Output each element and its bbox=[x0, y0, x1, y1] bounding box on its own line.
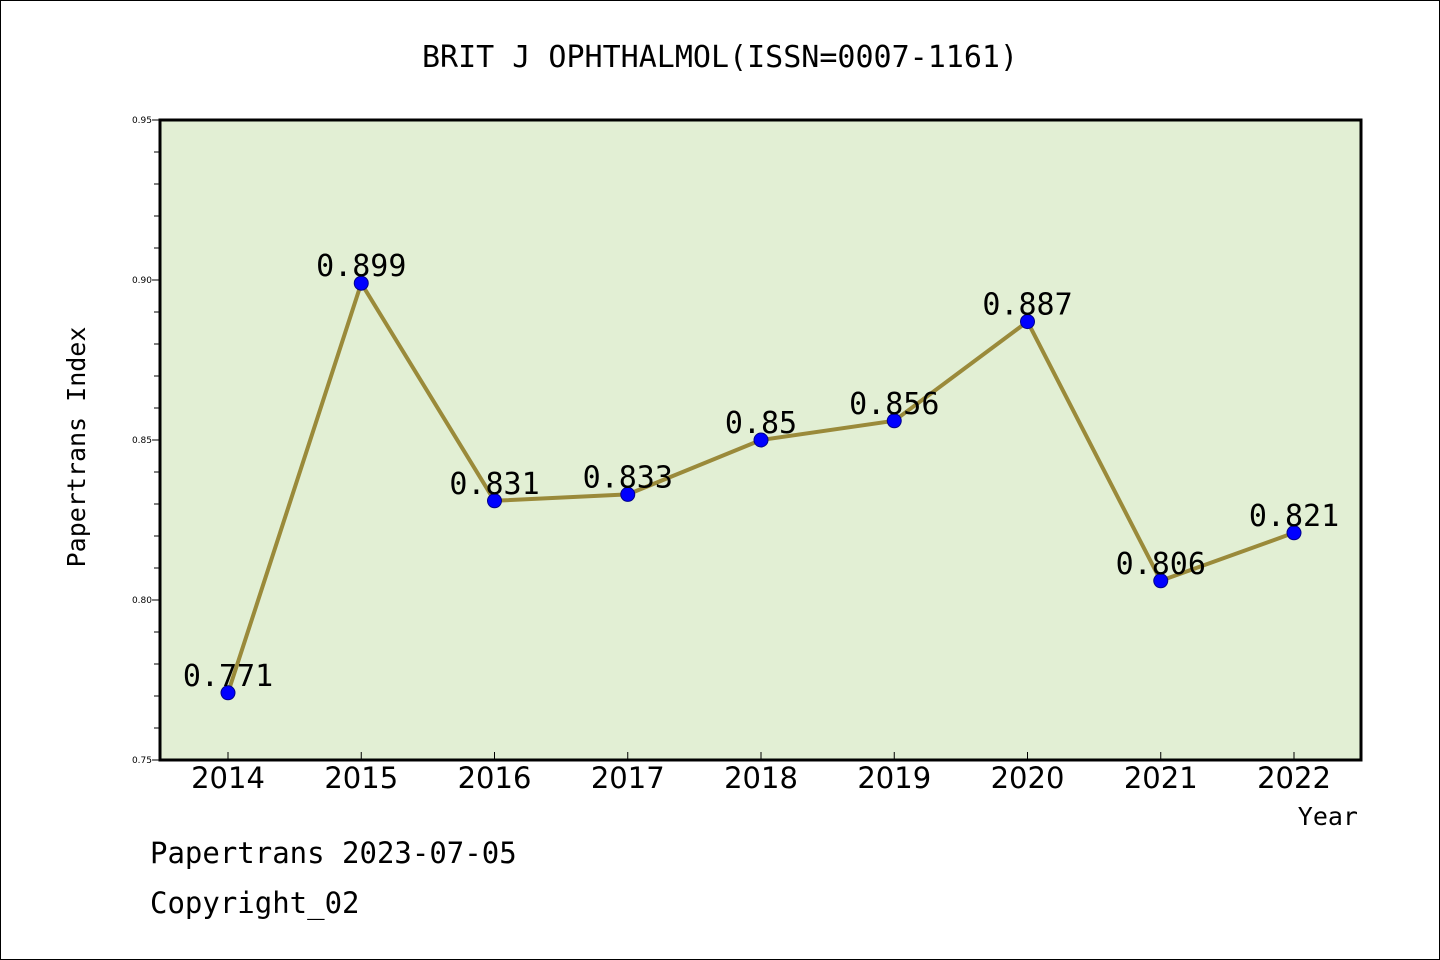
x-tick-label: 2022 bbox=[1257, 761, 1331, 795]
data-point-marker bbox=[1286, 525, 1302, 541]
x-tick-label: 2015 bbox=[324, 761, 398, 795]
data-label: 0.899 bbox=[316, 249, 406, 284]
data-label: 0.833 bbox=[583, 460, 673, 495]
data-labels: 0.771 0.899 0.831 0.833 0.85 0.856 0.887 0.806 0… bbox=[183, 249, 1339, 694]
x-tick-label: 2020 bbox=[991, 761, 1065, 795]
data-point-marker bbox=[620, 486, 636, 502]
data-point-marker bbox=[1020, 314, 1035, 330]
x-tick-label: 2021 bbox=[1124, 761, 1198, 795]
data-markers bbox=[220, 275, 1302, 701]
x-axis-label: Year bbox=[1298, 802, 1358, 831]
y-tick-label: 0.75 bbox=[132, 756, 152, 766]
data-point-marker bbox=[353, 275, 369, 291]
footer-copyright: Copyright_02 bbox=[150, 886, 360, 920]
data-label: 0.771 bbox=[183, 659, 273, 694]
data-point-marker bbox=[753, 432, 769, 448]
data-label: 0.831 bbox=[449, 467, 539, 502]
data-point-marker bbox=[886, 413, 902, 429]
y-axis-label: Papertrans Index bbox=[62, 327, 91, 568]
data-point-marker bbox=[1153, 573, 1169, 589]
data-label: 0.806 bbox=[1116, 547, 1206, 582]
y-tick-label: 0.80 bbox=[132, 596, 152, 606]
y-tick-label: 0.95 bbox=[132, 116, 152, 126]
data-label: 0.85 bbox=[725, 406, 797, 441]
data-label: 0.887 bbox=[982, 288, 1072, 323]
y-axis-ticks: 0.75 0.80 0.85 0.90 0.95 bbox=[132, 116, 160, 766]
y-tick-label: 0.90 bbox=[132, 276, 152, 286]
x-tick-label: 2019 bbox=[857, 761, 931, 795]
x-tick-label: 2017 bbox=[591, 761, 665, 795]
x-tick-label: 2018 bbox=[724, 761, 798, 795]
data-label: 0.821 bbox=[1249, 499, 1339, 534]
x-tick-label: 2016 bbox=[458, 761, 532, 795]
x-axis-ticks: 2014 2015 2016 2017 2018 2019 2020 2021 2022 bbox=[191, 752, 1331, 795]
data-point-marker bbox=[220, 685, 236, 701]
data-label: 0.856 bbox=[849, 387, 939, 422]
data-point-marker bbox=[487, 493, 502, 509]
x-tick-label: 2014 bbox=[191, 761, 265, 795]
footer-date: Papertrans 2023-07-05 bbox=[150, 836, 517, 870]
plot-border bbox=[158, 118, 1363, 762]
chart-title: BRIT J OPHTHALMOL(ISSN=0007-1161) bbox=[422, 40, 1018, 75]
y-tick-label: 0.85 bbox=[132, 436, 152, 446]
